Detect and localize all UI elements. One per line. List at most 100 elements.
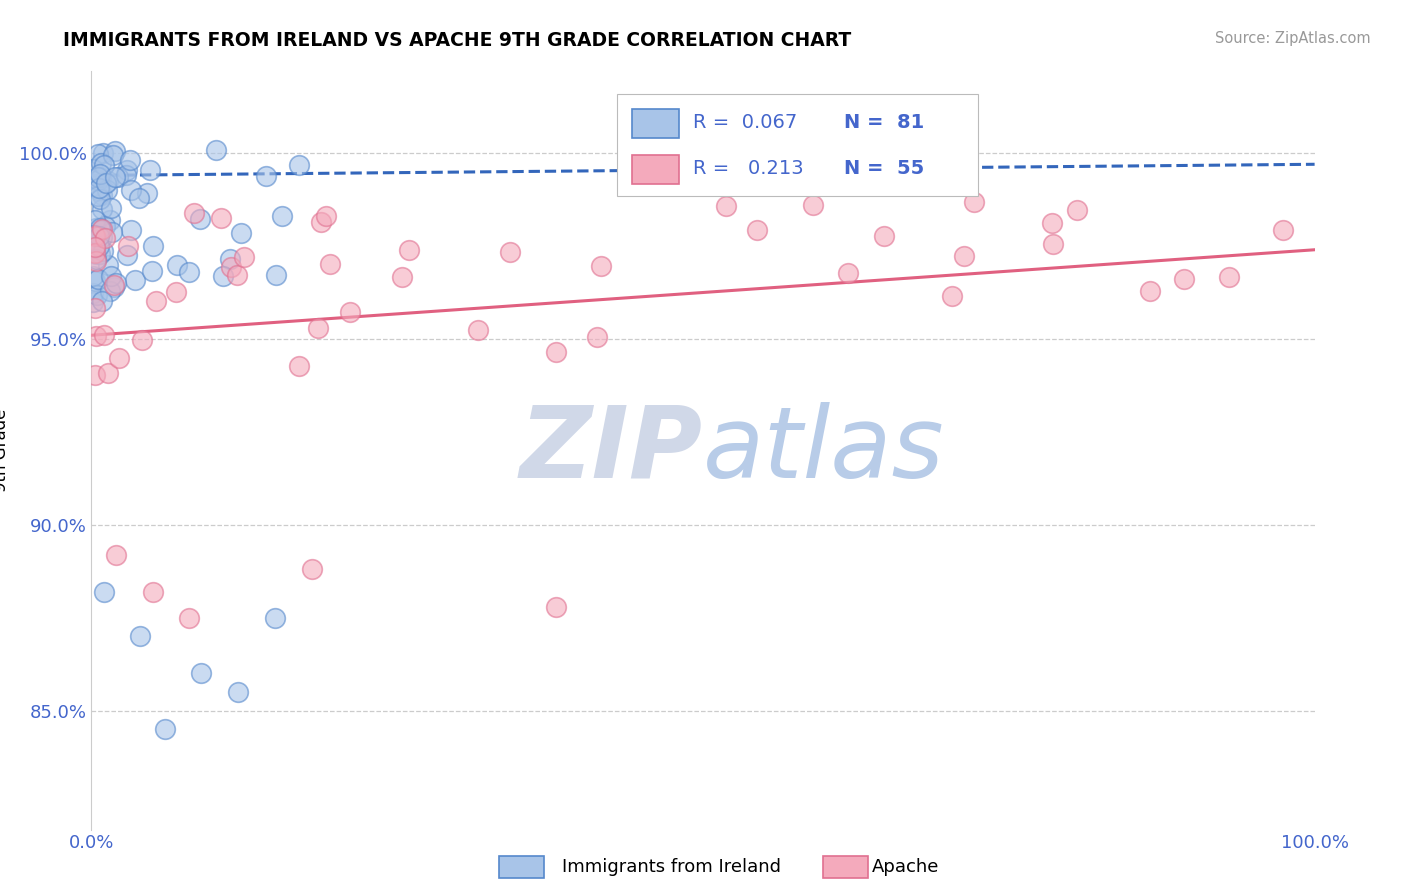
Point [1040,216,1063,230]
Point [104,144,127,158]
Point [84,241,107,255]
Point [145,293,167,308]
Point [86,288,108,302]
Text: IMMIGRANTS FROM IRELAND VS APACHE 9TH GRADE CORRELATION CHART: IMMIGRANTS FROM IRELAND VS APACHE 9TH GR… [63,31,852,50]
Point [115,163,138,178]
Point [104,170,127,185]
Point [82,162,104,177]
Point [229,226,252,240]
Point [139,162,162,177]
Point [97,366,120,380]
Point [398,244,420,258]
Point [94,231,117,245]
Point [183,206,205,220]
Point [209,211,232,225]
Point [96,183,118,197]
Point [319,257,342,271]
Point [128,191,150,205]
Bar [633,155,679,184]
Point [91,145,114,160]
Point [91,293,114,308]
Point [100,225,122,239]
Point [124,273,146,287]
Point [97,258,120,272]
Point [89,181,111,195]
Point [1066,202,1088,217]
Point [141,264,163,278]
Point [84,229,107,244]
Point [87,189,110,203]
FancyBboxPatch shape [617,95,979,196]
Point [90,221,112,235]
Point [288,158,311,172]
Point [288,359,311,373]
Point [179,610,201,624]
Point [301,562,323,576]
Point [136,186,159,201]
Point [307,321,329,335]
Point [391,269,413,284]
Point [1272,222,1295,236]
Point [89,246,111,260]
Point [90,156,112,170]
Point [141,584,163,599]
Point [84,252,107,266]
Text: Source: ZipAtlas.com: Source: ZipAtlas.com [1215,31,1371,46]
Point [98,213,121,227]
Point [90,188,112,202]
Point [803,197,825,211]
Point [83,227,105,242]
Text: ZIP: ZIP [520,402,703,499]
Point [546,599,568,614]
Point [87,173,110,187]
Point [212,268,235,283]
Point [91,244,114,259]
Point [188,211,211,226]
Point [84,368,107,382]
Point [94,219,117,233]
Text: atlas: atlas [703,402,945,499]
Point [591,260,613,274]
Bar [633,110,679,138]
Point [87,272,110,286]
Point [141,239,163,253]
Point [120,182,142,196]
Point [103,280,125,294]
Point [745,223,768,237]
Point [165,285,187,300]
Point [82,268,104,283]
Point [131,333,153,347]
Point [89,229,111,244]
Point [93,584,115,599]
Point [872,228,894,243]
Point [90,170,112,185]
Point [100,201,122,215]
Text: Immigrants from Ireland: Immigrants from Ireland [562,858,782,876]
Point [270,209,292,223]
Point [221,260,243,275]
Point [100,269,122,284]
Point [941,289,963,303]
Point [1218,269,1240,284]
Point [89,184,111,198]
Point [153,723,176,737]
Point [309,215,332,229]
Point [82,179,104,194]
Text: N =  55: N = 55 [844,159,924,178]
Point [104,548,127,562]
Point [93,327,115,342]
Point [339,305,361,319]
Point [91,230,114,244]
Point [89,167,111,181]
Point [115,168,138,182]
Text: Apache: Apache [872,858,939,876]
Point [89,239,111,253]
Point [104,277,127,291]
Point [93,158,115,172]
Point [107,351,129,366]
Point [1173,271,1195,285]
Point [87,170,110,185]
Point [98,284,121,298]
Point [544,344,567,359]
Point [953,249,976,263]
